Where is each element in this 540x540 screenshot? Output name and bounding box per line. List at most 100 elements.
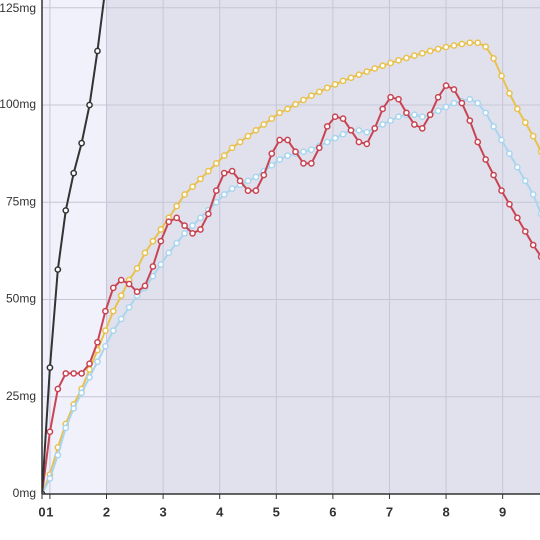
point <box>189 183 196 191</box>
point <box>529 132 537 140</box>
point <box>236 177 244 185</box>
point <box>514 214 521 222</box>
point <box>62 207 70 214</box>
point <box>86 101 93 109</box>
point <box>411 121 418 128</box>
point <box>300 96 307 104</box>
point <box>46 428 54 436</box>
point <box>149 237 157 245</box>
point <box>347 74 355 82</box>
point <box>434 107 442 115</box>
point <box>450 99 458 107</box>
point <box>418 113 426 121</box>
point <box>149 263 157 270</box>
x-tick-label: 7 <box>386 504 393 519</box>
point <box>498 72 505 80</box>
point <box>434 93 442 101</box>
point <box>466 117 474 124</box>
point <box>474 138 482 146</box>
plot-background <box>42 0 540 494</box>
point <box>181 191 188 198</box>
point <box>442 43 450 51</box>
point <box>331 81 339 88</box>
point <box>339 77 347 85</box>
point <box>157 226 165 233</box>
point <box>197 226 204 233</box>
point <box>212 198 220 206</box>
point <box>149 272 157 280</box>
point <box>474 39 482 47</box>
point <box>442 82 450 89</box>
point <box>426 111 434 119</box>
point <box>411 111 418 119</box>
x-tick-label: 9 <box>499 504 506 519</box>
point <box>514 105 521 113</box>
point <box>189 230 196 237</box>
point <box>395 56 402 64</box>
point <box>228 185 236 193</box>
point <box>133 265 141 272</box>
point <box>252 173 260 181</box>
point <box>284 152 291 159</box>
point <box>379 121 387 128</box>
point <box>482 43 490 51</box>
point <box>331 113 339 121</box>
point <box>86 360 93 368</box>
point <box>490 54 497 62</box>
point <box>529 191 537 198</box>
x-tick-label: 2 <box>103 504 110 519</box>
point <box>276 109 284 117</box>
point <box>292 100 299 108</box>
point <box>331 134 339 142</box>
point <box>228 167 236 175</box>
point <box>395 95 402 103</box>
point <box>141 249 149 257</box>
point <box>141 282 149 290</box>
point <box>46 364 54 371</box>
point <box>78 139 85 147</box>
x-tick-label: 6 <box>329 504 336 519</box>
point <box>70 169 78 177</box>
point <box>387 59 394 67</box>
x-tick-label: 3 <box>159 504 166 519</box>
point <box>418 49 426 57</box>
point <box>426 47 434 55</box>
point <box>46 475 54 482</box>
point <box>78 389 85 397</box>
point <box>387 117 394 124</box>
point <box>482 156 490 163</box>
point <box>521 177 529 185</box>
point <box>173 202 181 210</box>
point <box>205 210 212 218</box>
point <box>244 187 252 194</box>
point <box>62 424 70 432</box>
point <box>276 136 284 144</box>
point <box>292 148 299 156</box>
x-tick-label: 8 <box>442 504 449 519</box>
point <box>474 99 482 107</box>
point <box>276 156 284 163</box>
series-line <box>42 98 540 494</box>
point <box>117 292 125 299</box>
point <box>514 163 521 171</box>
point <box>102 307 109 315</box>
y-tick-label: 25mg <box>6 389 36 403</box>
point <box>315 88 323 96</box>
point <box>165 218 173 226</box>
point <box>86 373 93 381</box>
point <box>212 187 220 194</box>
point <box>466 39 474 47</box>
point <box>54 451 62 459</box>
point <box>315 144 323 152</box>
point <box>323 84 331 92</box>
point <box>379 62 387 70</box>
point <box>442 103 450 111</box>
y-tick-label: 100mg <box>0 97 36 111</box>
y-tick-label: 125mg <box>0 1 36 15</box>
point <box>268 161 276 169</box>
point <box>117 315 125 323</box>
point <box>70 405 78 412</box>
point <box>125 280 133 288</box>
point <box>355 126 363 134</box>
point <box>268 150 276 157</box>
